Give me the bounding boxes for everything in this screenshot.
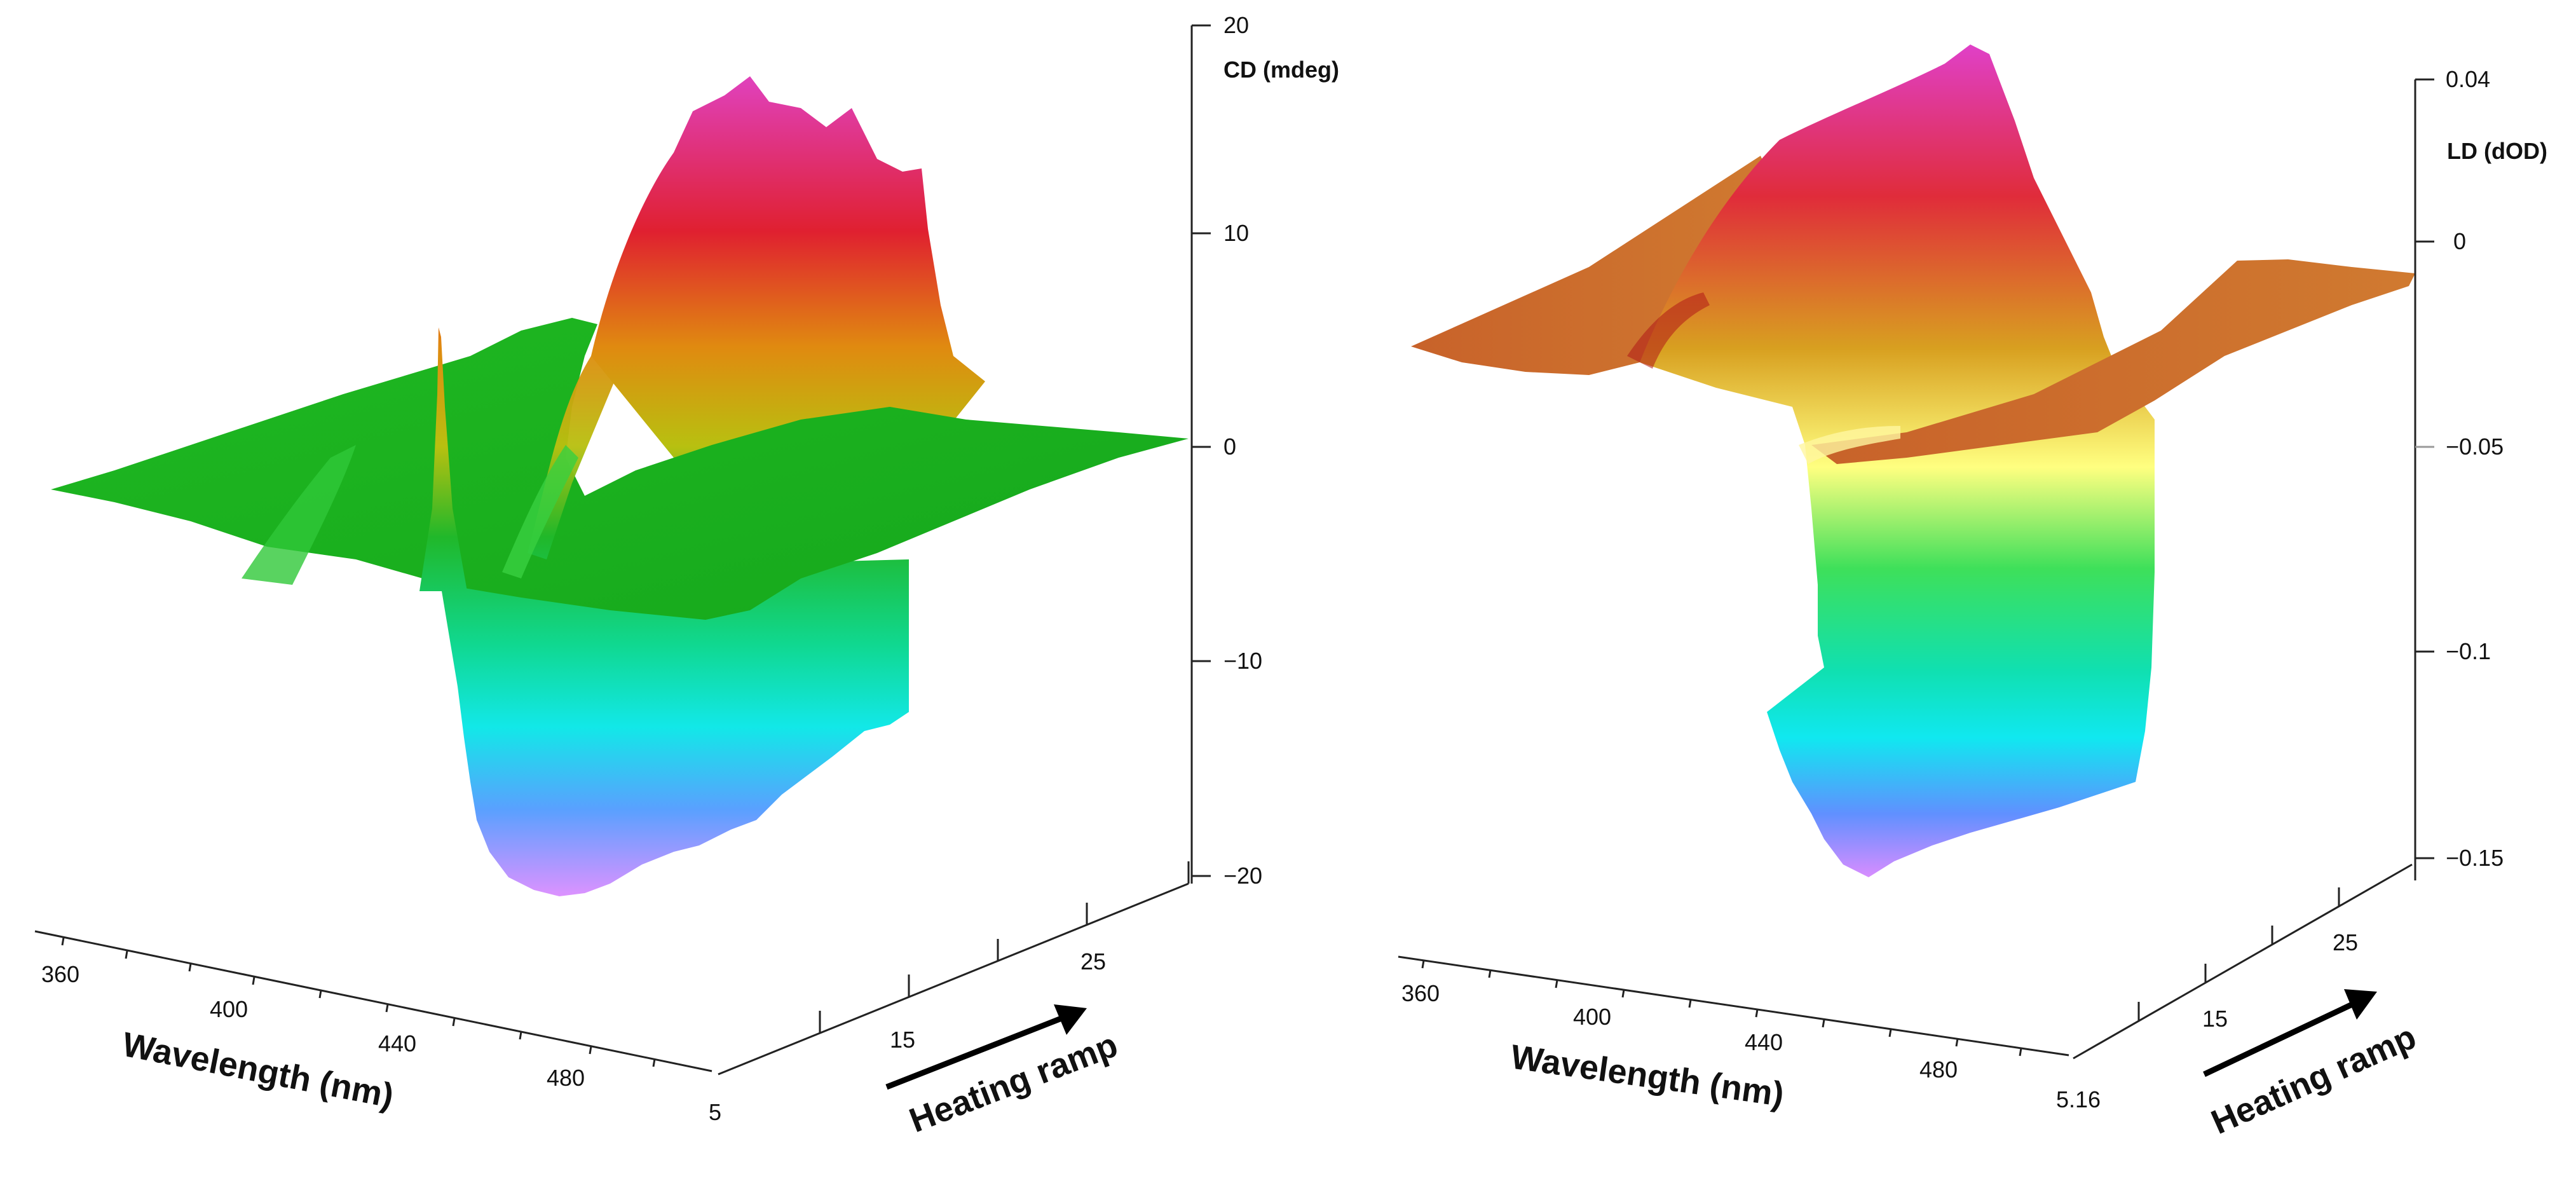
cd-x-axis-title: Wavelength (nm) [119, 1025, 397, 1116]
cd-baseline-plane [51, 318, 1189, 620]
cd-positive-lobe [591, 76, 985, 458]
ld-left-wing [1411, 156, 1773, 375]
cd-panel: 20 10 0 −10 −20 CD (mdeg) 360 400 440 48… [34, 12, 1339, 1140]
ld-fold-shadow [1627, 292, 1710, 369]
ld-x-axis [1398, 955, 2069, 1057]
ld-z-axis-title: LD (dOD) [2447, 138, 2547, 164]
ld-z-ticklabel-2: −0.05 [2446, 434, 2504, 460]
ld-fold-highlight [1799, 426, 1900, 464]
cd-z-ticklabel-3: −10 [1223, 648, 1262, 674]
cd-sharp-spike [419, 327, 467, 591]
ld-x-ticklabel-3: 480 [1919, 1057, 1958, 1083]
ld-heating-arrow-icon [2203, 989, 2377, 1077]
ld-x-ticklabel-1: 400 [1573, 1004, 1611, 1030]
cd-z-ticklabel-2: 0 [1223, 434, 1236, 460]
cd-z-ticklabel-4: −20 [1223, 863, 1262, 889]
ld-z-ticklabel-0: 0.04 [2446, 66, 2490, 92]
cd-y-ticklabel-1: 15 [890, 1027, 915, 1053]
cd-x-ticklabel-0: 360 [41, 961, 79, 987]
ld-x-minor-ticks [1421, 960, 2022, 1057]
ld-y-ticklabel-1: 15 [2202, 1006, 2228, 1032]
cd-y-ticklabel-0: 5 [709, 1099, 721, 1125]
cd-y-ticklabel-2: 25 [1080, 948, 1106, 975]
cd-negative-lobe [439, 559, 909, 896]
ld-right-wing [1811, 259, 2415, 464]
cd-x-minor-ticks [61, 937, 656, 1067]
ld-x-ticklabel-0: 360 [1401, 980, 1440, 1006]
ld-main-sheet [1640, 44, 2155, 877]
ld-z-ticklabel-1: 0 [2453, 228, 2466, 254]
cd-x-ticklabel-1: 400 [210, 996, 248, 1022]
ld-panel: 0.04 0 −0.05 −0.1 −0.15 LD (dOD) 360 400… [1398, 44, 2547, 1142]
cd-x-ticklabel-2: 440 [378, 1030, 416, 1057]
ld-y-ticklabel-2: 25 [2333, 929, 2358, 955]
cd-x-axis [34, 930, 712, 1072]
cd-y-axis [718, 882, 1189, 1076]
cd-z-ticklabel-1: 10 [1223, 220, 1249, 246]
cd-y-axis-title: Heating ramp [904, 1026, 1123, 1140]
cd-z-ticklabel-0: 20 [1223, 12, 1249, 38]
ld-y-axis [2073, 863, 2413, 1060]
ld-z-ticklabel-3: −0.1 [2446, 638, 2491, 664]
cd-heating-arrow-icon [885, 1004, 1087, 1090]
cd-ridge-left [242, 445, 356, 585]
ld-z-ticklabel-4: −0.15 [2446, 845, 2504, 871]
ld-y-ticklabel-0: 5.16 [2056, 1086, 2101, 1112]
cd-z-ticks [1192, 24, 1211, 877]
cd-x-ticklabel-3: 480 [547, 1065, 585, 1091]
ld-y-axis-title: Heating ramp [2205, 1018, 2422, 1142]
cd-z-axis-title: CD (mdeg) [1223, 57, 1339, 83]
cd-ridge-right [502, 445, 578, 578]
ld-x-ticklabel-2: 440 [1745, 1029, 1783, 1055]
